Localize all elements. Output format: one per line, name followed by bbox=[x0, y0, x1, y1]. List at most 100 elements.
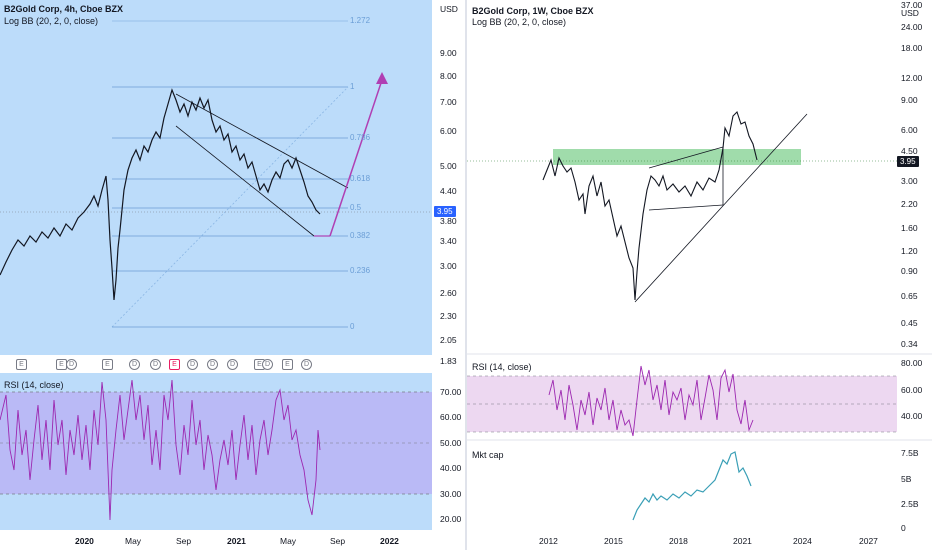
price-series bbox=[0, 88, 321, 301]
price-tick: 3.40 bbox=[440, 236, 457, 246]
price-tick: 12.00 bbox=[901, 73, 923, 83]
time-tick: May bbox=[280, 536, 297, 546]
mcap-tick: 0 bbox=[901, 523, 906, 533]
fib-level-label: 0.382 bbox=[350, 231, 371, 240]
last-price-tag: 3.95 bbox=[434, 206, 456, 217]
price-tick: 2.20 bbox=[901, 199, 918, 209]
price-tick: 37.00 bbox=[901, 0, 923, 10]
mkt-cap-label[interactable]: Mkt cap bbox=[472, 450, 504, 460]
price-channel[interactable] bbox=[175, 93, 349, 237]
earnings-event-icon[interactable]: E bbox=[282, 359, 293, 370]
price-tick: 6.00 bbox=[901, 125, 918, 135]
price-tick: 4.50 bbox=[901, 146, 918, 156]
earnings-event-icon[interactable]: E bbox=[102, 359, 113, 370]
price-tick: 18.00 bbox=[901, 43, 923, 53]
right-rsi-label[interactable]: RSI (14, close) bbox=[472, 362, 532, 372]
market-cap-line bbox=[632, 451, 752, 521]
rsi-tick: 70.00 bbox=[440, 387, 462, 397]
dividend-event-icon[interactable]: D bbox=[129, 359, 140, 370]
price-tick: 1.83 bbox=[440, 356, 457, 366]
earnings-event-icon[interactable]: E bbox=[16, 359, 27, 370]
price-tick: 8.00 bbox=[440, 71, 457, 81]
price-tick: 2.60 bbox=[440, 288, 457, 298]
fib-level-label: 0.618 bbox=[350, 174, 371, 183]
time-tick: 2012 bbox=[539, 536, 558, 546]
support-zone[interactable] bbox=[553, 149, 801, 165]
time-tick: 2027 bbox=[859, 536, 878, 546]
left-currency-label: USD bbox=[440, 4, 458, 14]
price-tick: 3.00 bbox=[440, 261, 457, 271]
projection-arrow[interactable] bbox=[314, 72, 388, 237]
time-tick: Sep bbox=[176, 536, 192, 546]
dividend-event-icon[interactable]: D bbox=[207, 359, 218, 370]
price-tick: 4.40 bbox=[440, 186, 457, 196]
price-tick: 1.20 bbox=[901, 246, 918, 256]
rsi-tick: 20.00 bbox=[440, 514, 462, 524]
mcap-tick: 7.5B bbox=[901, 448, 919, 458]
last-price-tag: 3.95 bbox=[897, 156, 919, 167]
rsi-tick: 60.00 bbox=[901, 385, 923, 395]
dividend-event-icon[interactable]: D bbox=[66, 359, 77, 370]
price-tick: 2.30 bbox=[440, 311, 457, 321]
pane-divider[interactable] bbox=[465, 0, 467, 550]
rsi-tick: 60.00 bbox=[440, 412, 462, 422]
weekly-price-series bbox=[542, 110, 758, 301]
time-tick: 2021 bbox=[227, 536, 246, 546]
right-chart-pane[interactable]: B2Gold Corp, 1W, Cboe BZX Log BB (20, 2,… bbox=[467, 0, 932, 550]
right-bb-indicator-label[interactable]: Log BB (20, 2, 0, close) bbox=[472, 17, 567, 27]
fib-level-label: 0.5 bbox=[350, 203, 362, 212]
mcap-tick: 5B bbox=[901, 474, 912, 484]
dividend-event-icon[interactable]: D bbox=[227, 359, 238, 370]
time-tick: 2015 bbox=[604, 536, 623, 546]
price-tick: 2.05 bbox=[440, 335, 457, 345]
fib-level-label: 0 bbox=[350, 322, 355, 331]
time-tick: 2022 bbox=[380, 536, 399, 546]
price-tick: 3.80 bbox=[440, 216, 457, 226]
price-tick: 9.00 bbox=[901, 95, 918, 105]
price-tick: 5.00 bbox=[440, 161, 457, 171]
fib-level-label: 1.272 bbox=[350, 16, 371, 25]
left-chart-pane[interactable]: B2Gold Corp, 4h, Cboe BZX Log BB (20, 2,… bbox=[0, 0, 465, 550]
left-bb-indicator-label[interactable]: Log BB (20, 2, 0, close) bbox=[4, 16, 99, 26]
time-tick: 2024 bbox=[793, 536, 812, 546]
price-tick: 3.00 bbox=[901, 176, 918, 186]
time-tick: 2021 bbox=[733, 536, 752, 546]
dividend-event-icon[interactable]: D bbox=[187, 359, 198, 370]
price-tick: 0.34 bbox=[901, 339, 918, 349]
rsi-line bbox=[0, 379, 321, 521]
time-tick: 2020 bbox=[75, 536, 94, 546]
fib-level-label: 0.236 bbox=[350, 266, 371, 275]
dividend-event-icon[interactable]: D bbox=[150, 359, 161, 370]
earnings-event-icon[interactable]: E bbox=[169, 359, 180, 370]
rsi-tick: 80.00 bbox=[901, 358, 923, 368]
left-rsi-label[interactable]: RSI (14, close) bbox=[4, 380, 64, 390]
dividend-event-icon[interactable]: D bbox=[262, 359, 273, 370]
price-tick: 6.00 bbox=[440, 126, 457, 136]
right-currency-label: USD bbox=[901, 8, 919, 18]
dividend-event-icon[interactable]: D bbox=[301, 359, 312, 370]
fib-level-label: 1 bbox=[350, 82, 355, 91]
price-tick: 24.00 bbox=[901, 22, 923, 32]
rsi-tick: 40.00 bbox=[440, 463, 462, 473]
weekly-rsi-line bbox=[548, 365, 754, 437]
price-tick: 7.00 bbox=[440, 97, 457, 107]
right-chart-title: B2Gold Corp, 1W, Cboe BZX bbox=[472, 6, 594, 16]
price-tick: 0.90 bbox=[901, 266, 918, 276]
fibonacci-retracement[interactable] bbox=[111, 20, 349, 328]
price-tick: 0.65 bbox=[901, 291, 918, 301]
left-chart-title: B2Gold Corp, 4h, Cboe BZX bbox=[4, 4, 124, 14]
price-tick: 0.45 bbox=[901, 318, 918, 328]
rsi-tick: 50.00 bbox=[440, 438, 462, 448]
trendlines[interactable] bbox=[634, 113, 808, 303]
rsi-tick: 40.00 bbox=[901, 411, 923, 421]
time-tick: 2018 bbox=[669, 536, 688, 546]
price-tick: 1.60 bbox=[901, 223, 918, 233]
mcap-tick: 2.5B bbox=[901, 499, 919, 509]
left-chart-canvas[interactable] bbox=[0, 0, 465, 550]
rsi-tick: 30.00 bbox=[440, 489, 462, 499]
fib-level-label: 0.786 bbox=[350, 133, 371, 142]
right-chart-canvas[interactable] bbox=[467, 0, 932, 550]
price-tick: 9.00 bbox=[440, 48, 457, 58]
time-tick: Sep bbox=[330, 536, 346, 546]
